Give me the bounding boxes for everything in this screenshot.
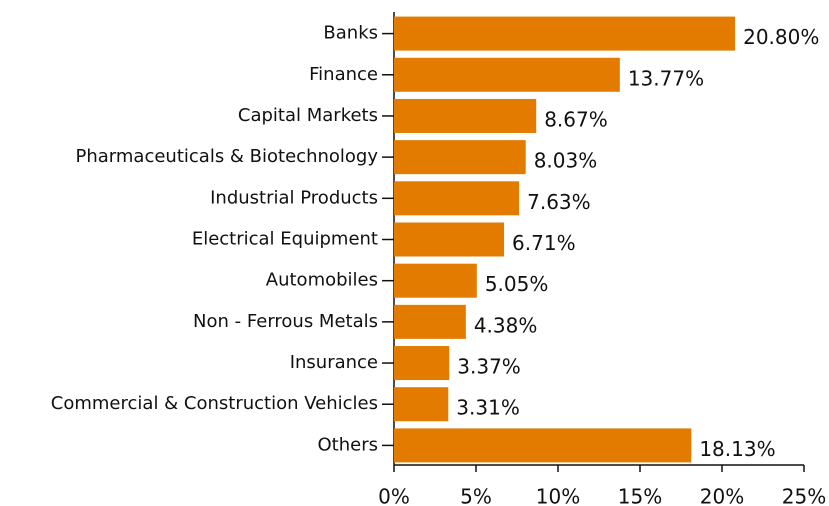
bar	[394, 428, 692, 463]
bar	[394, 346, 450, 381]
y-tick-label: Automobiles	[266, 270, 378, 291]
y-tick-label: Pharmaceuticals & Biotechnology	[76, 146, 379, 167]
y-tick-label: Electrical Equipment	[192, 229, 378, 250]
value-label: 20.80%	[743, 25, 819, 49]
y-tick-label: Capital Markets	[238, 105, 378, 126]
value-label: 3.31%	[456, 396, 520, 420]
value-label: 3.37%	[457, 355, 521, 379]
x-tick-label: 25%	[782, 485, 826, 506]
bar	[394, 222, 505, 257]
y-tick-label: Banks	[323, 23, 378, 44]
x-tick-label: 10%	[536, 485, 580, 506]
x-tick-label: 15%	[618, 485, 662, 506]
value-label: 6.71%	[512, 231, 576, 255]
y-tick-label: Commercial & Construction Vehicles	[51, 393, 378, 414]
y-tick-label: Others	[318, 434, 379, 455]
x-tick-label: 20%	[700, 485, 744, 506]
y-tick-label: Industrial Products	[210, 187, 378, 208]
bar	[394, 387, 449, 422]
bar	[394, 140, 526, 175]
x-tick-label: 0%	[378, 485, 410, 506]
x-tick-label: 5%	[460, 485, 492, 506]
value-label: 4.38%	[474, 313, 538, 337]
value-label: 5.05%	[485, 272, 549, 296]
y-tick-label: Finance	[309, 64, 378, 85]
bar	[394, 263, 477, 298]
bar	[394, 57, 620, 92]
value-label: 7.63%	[527, 190, 591, 214]
y-tick-label: Insurance	[290, 352, 378, 373]
bar	[394, 98, 537, 133]
value-label: 8.67%	[544, 107, 608, 131]
value-label: 13.77%	[628, 66, 704, 90]
y-tick-label: Non - Ferrous Metals	[193, 311, 378, 332]
bar	[394, 181, 520, 216]
bar	[394, 16, 736, 51]
bar	[394, 304, 466, 339]
value-label: 8.03%	[534, 149, 598, 173]
value-label: 18.13%	[699, 437, 775, 461]
